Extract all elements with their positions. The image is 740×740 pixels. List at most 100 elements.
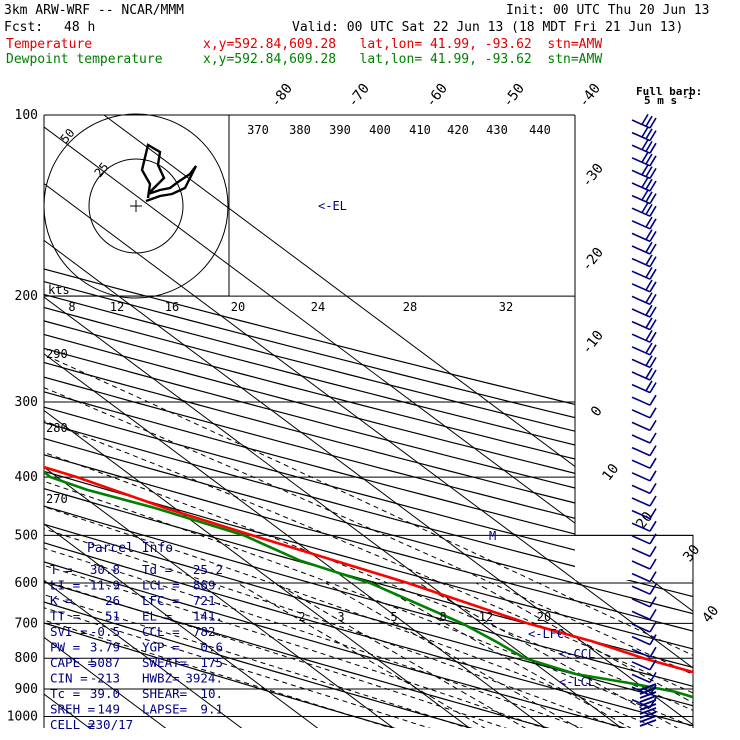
dry-adiabat [44, 115, 398, 728]
moist-adiabat [44, 295, 693, 728]
parcel-param-value: 175 [200, 655, 223, 670]
wind-barb [631, 445, 657, 457]
wind-barb [631, 482, 657, 495]
temperature-legend-label: Temperature [6, 37, 93, 52]
pressure-label: 400 [15, 470, 38, 485]
parcel-param-label: TT = [50, 609, 80, 624]
parcel-param-label: SREH = [50, 702, 95, 717]
parcel-param-value: 26 [105, 593, 120, 608]
parcel-param-label: LFC = [142, 593, 180, 608]
wind-barb [631, 329, 657, 343]
wind-barb [631, 621, 657, 633]
hodograph-speed-label: 16 [165, 300, 179, 314]
moist-adiabat [44, 295, 586, 728]
isotherm-label: -10 [579, 328, 607, 358]
pressure-label: 100 [15, 108, 38, 123]
barb-legend-exp: -1 [683, 92, 693, 101]
mixing-ratio-label: 3 [337, 610, 344, 624]
parcel-param-value: 721. [193, 593, 223, 608]
isotherm-label: -50 [500, 81, 528, 111]
theta-label: 410 [409, 123, 431, 137]
moist-adiabat [44, 295, 548, 728]
dry-adiabat [44, 115, 693, 728]
wind-barb [639, 719, 657, 727]
wind-barb [631, 608, 657, 621]
dry-adiabat [44, 115, 693, 728]
mixing-ratio-label: 2 [298, 610, 305, 624]
wind-barb [631, 367, 657, 381]
dry-adiabat [44, 115, 693, 728]
wind-barb [631, 292, 657, 306]
pressure-label: 200 [15, 289, 38, 304]
parcel-param-label: SHEAR= [142, 686, 187, 701]
wind-barb [631, 279, 657, 293]
isotherm-label: -40 [576, 81, 604, 111]
parcel-info-title: Parcel Info [87, 541, 173, 556]
dry-adiabat-label: 290 [46, 347, 68, 361]
pressure-label: 800 [15, 651, 38, 666]
wind-barb [639, 707, 657, 715]
parcel-param-label: SWEAT= [142, 655, 187, 670]
parcel-param-value: 3.79 [90, 640, 120, 655]
hodograph-ring-label: 50 [58, 126, 78, 146]
pressure-label: 300 [15, 395, 38, 410]
wind-barb [631, 176, 657, 192]
wind-barb [631, 202, 657, 217]
mixing-ratio-label: 12 [479, 610, 493, 624]
isotherm-line [44, 115, 624, 728]
pressure-label: 700 [15, 616, 38, 631]
theta-label: 440 [529, 123, 551, 137]
parcel-param-label: SVI = [50, 624, 88, 639]
wind-barb [631, 508, 657, 520]
wind-barb [631, 151, 657, 167]
mixing-ratio-line [325, 582, 581, 728]
wind-barb [639, 703, 657, 711]
parcel-param-value: 9.1 [200, 702, 223, 717]
init-time: Init: 00 UTC Thu 20 Jun 13 [506, 3, 710, 18]
wind-barb [631, 216, 657, 230]
parcel-param-value: 0.6 [200, 640, 223, 655]
parcel-param-label: CIN = [50, 671, 88, 686]
wind-barb [631, 470, 657, 482]
dry-adiabat [44, 115, 693, 728]
pressure-label: 500 [15, 528, 38, 543]
wind-barb [631, 495, 657, 507]
wind-barb [631, 671, 657, 684]
wind-barb [631, 545, 657, 558]
wind-barb [631, 571, 657, 583]
wind-barb [631, 342, 657, 356]
parcel-param-value: 149 [97, 702, 120, 717]
dry-adiabat [44, 115, 553, 728]
dry-adiabat [44, 115, 693, 728]
parcel-param-label: CAPE = [50, 655, 95, 670]
hodograph-speed-label: 20 [231, 300, 245, 314]
wind-barb [631, 432, 657, 444]
wind-barb [631, 304, 657, 318]
wind-barb [631, 317, 657, 331]
wind-barb [631, 164, 657, 180]
pressure-label: 900 [15, 682, 38, 697]
isotherm-line [0, 115, 15, 729]
dry-adiabat [44, 115, 693, 728]
parcel-param-label: EL = [142, 609, 172, 624]
parcel-param-value: 39.0 [90, 686, 120, 701]
parcel-param-label: CELL = [50, 717, 95, 732]
wind-barb [631, 646, 657, 658]
hodograph-ring-label: 25 [92, 160, 112, 180]
wind-barb [631, 266, 657, 280]
parcel-param-value: 10. [200, 686, 223, 701]
parcel-param-value: 141. [193, 609, 223, 624]
parcel-param-label: LCL = [142, 578, 180, 593]
wind-barb [639, 695, 657, 703]
ccl-annotation: <-CCL [559, 647, 595, 661]
mixing-ratio-line [237, 582, 487, 728]
parcel-param-value: 51 [105, 609, 120, 624]
wind-barb [631, 394, 657, 406]
wind-barb [639, 691, 657, 699]
parcel-param-label: T = [50, 562, 73, 577]
dry-adiabat [44, 115, 630, 728]
parcel-param-label: YGP = [142, 640, 180, 655]
wind-barb [639, 683, 657, 691]
mixing-ratio-line [374, 582, 633, 728]
